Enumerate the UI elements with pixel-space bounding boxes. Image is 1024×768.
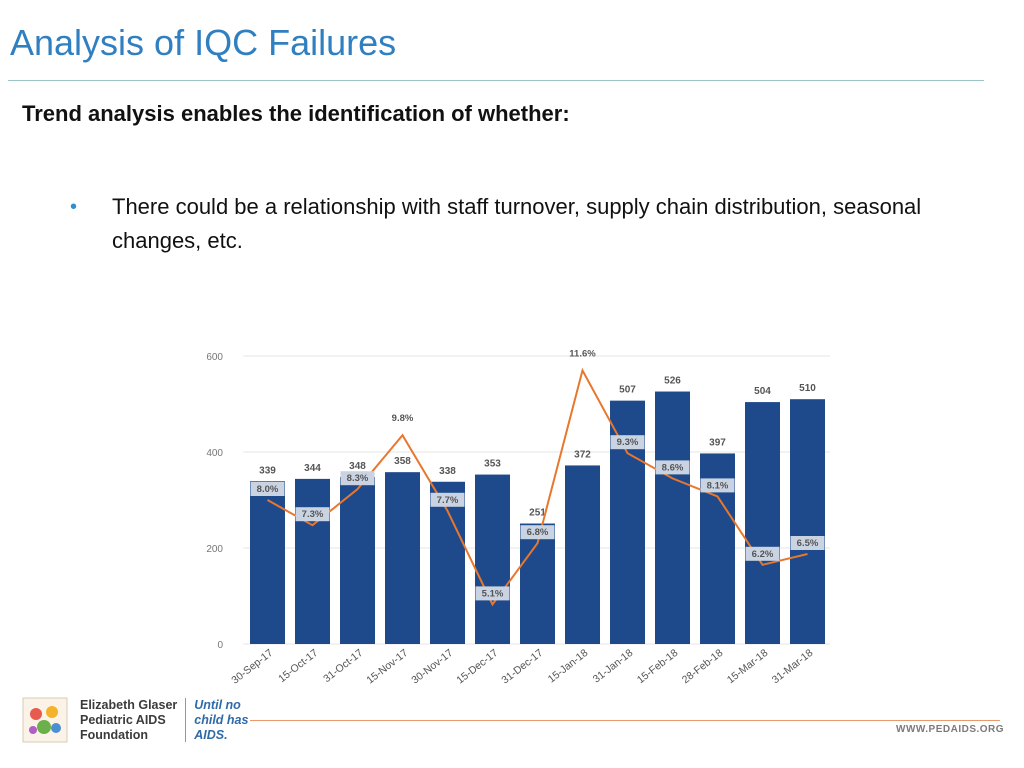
x-tick-label: 15-Nov-17: [364, 647, 410, 687]
x-tick-label: 30-Nov-17: [409, 647, 455, 687]
foundation-name-line: Foundation: [80, 727, 149, 742]
bar: [790, 399, 825, 644]
bullet-marker: •: [70, 196, 78, 218]
x-tick-label: 28-Feb-18: [680, 647, 726, 686]
x-tick-label: 15-Jan-18: [546, 647, 591, 686]
bar-value-label: 510: [799, 383, 816, 394]
bar: [385, 472, 420, 644]
percentage-label-box: [610, 435, 645, 450]
foundation-name-line: Pediatric AIDS: [80, 712, 166, 727]
x-tick-label: 15-Oct-17: [276, 647, 320, 685]
tagline-line: Until no: [194, 697, 241, 712]
percentage-label: 8.3%: [347, 473, 369, 484]
bar: [430, 481, 465, 644]
x-tick-label: 15-Feb-18: [635, 647, 681, 686]
percentage-label-box: [295, 507, 330, 522]
bar: [295, 478, 330, 644]
percentage-label-box: [700, 478, 735, 493]
foundation-logo-icon: [22, 697, 68, 743]
bullet-list: • There could be a relationship with sta…: [70, 190, 970, 258]
percentage-label-box: [520, 525, 555, 540]
percentage-label: 9.3%: [617, 437, 639, 448]
bar-value-label: 251: [529, 508, 546, 519]
bar-value-label: 372: [574, 449, 591, 460]
bar-value-label: 397: [709, 437, 726, 448]
title-divider: [8, 80, 984, 81]
y-tick-label: 0: [217, 640, 223, 651]
iqc-failures-chart: 0 200 400 600 339 344 348 358 338 353 251 372 507 526…: [206, 348, 830, 687]
x-tick-label: 31-Jan-18: [591, 647, 636, 686]
x-tick-label: 30-Sep-17: [229, 647, 275, 687]
x-tick-label: 15-Dec-17: [454, 647, 500, 687]
footer-divider: [250, 720, 1000, 721]
bar: [745, 402, 780, 644]
percentage-label: 8.6%: [662, 462, 684, 473]
percentage-label: 8.0%: [257, 484, 279, 495]
tagline-line: AIDS.: [194, 727, 228, 742]
bar: [475, 474, 510, 644]
percentage-line: [267, 367, 808, 607]
x-tick-label: 31-Mar-18: [770, 647, 816, 686]
percentage-label-box: [430, 492, 465, 507]
bullet-item: • There could be a relationship with sta…: [70, 190, 970, 258]
percentage-label-box: [745, 546, 780, 561]
percentage-label-box: [475, 586, 510, 601]
percentage-label-box: [250, 482, 285, 496]
bullet-text: There could be a relationship with staff…: [112, 194, 922, 253]
bar-value-label: 344: [304, 463, 321, 474]
bar-value-label: 504: [754, 386, 771, 397]
percentage-label: 7.7%: [437, 495, 459, 506]
percentage-label: 6.2%: [752, 549, 774, 560]
logo-separator: [185, 698, 187, 742]
bar: [565, 465, 600, 644]
percentage-label-box: [790, 536, 825, 550]
foundation-name-line: Elizabeth Glaser: [80, 697, 178, 712]
x-tick-label: 15-Mar-18: [725, 647, 771, 686]
y-tick-label: 200: [206, 544, 223, 555]
bar: [340, 476, 375, 644]
bar-value-label: 339: [259, 465, 276, 476]
tagline-line: child has: [194, 712, 249, 727]
slide-title: Analysis of IQC Failures: [10, 22, 397, 63]
foundation-name: Elizabeth Glaser Pediatric AIDS Foundati…: [80, 698, 177, 743]
bar: [250, 481, 285, 644]
percentage-label: 11.6%: [569, 348, 596, 359]
percentage-label: 9.8%: [392, 413, 414, 424]
egpaf-logo: Elizabeth Glaser Pediatric AIDS Foundati…: [22, 697, 248, 743]
bar-value-label: 338: [439, 466, 456, 477]
bar-value-label: 358: [394, 456, 411, 467]
percentage-label: 7.3%: [302, 509, 324, 520]
x-tick-label: 31-Dec-17: [499, 647, 545, 687]
bar-value-label: 353: [484, 459, 501, 470]
y-tick-label: 600: [206, 352, 223, 363]
bar: [655, 391, 690, 644]
website-url[interactable]: WWW.PEDAIDS.ORG: [896, 724, 1005, 735]
percentage-label: 5.1%: [482, 588, 504, 599]
y-tick-label: 400: [206, 448, 223, 459]
slide-subtitle: Trend analysis enables the identificatio…: [22, 101, 570, 126]
percentage-label: 6.8%: [527, 527, 549, 538]
percentage-label: 8.1%: [707, 480, 729, 491]
percentage-label-box: [655, 460, 690, 475]
foundation-tagline: Until no child has AIDS.: [194, 698, 248, 743]
percentage-label: 6.5%: [797, 538, 819, 549]
bar-value-label: 507: [619, 385, 636, 396]
bar-value-label: 526: [664, 376, 681, 387]
x-tick-label: 31-Oct-17: [321, 647, 365, 685]
bar-value-label: 348: [349, 461, 366, 472]
percentage-label-box: [340, 471, 375, 486]
